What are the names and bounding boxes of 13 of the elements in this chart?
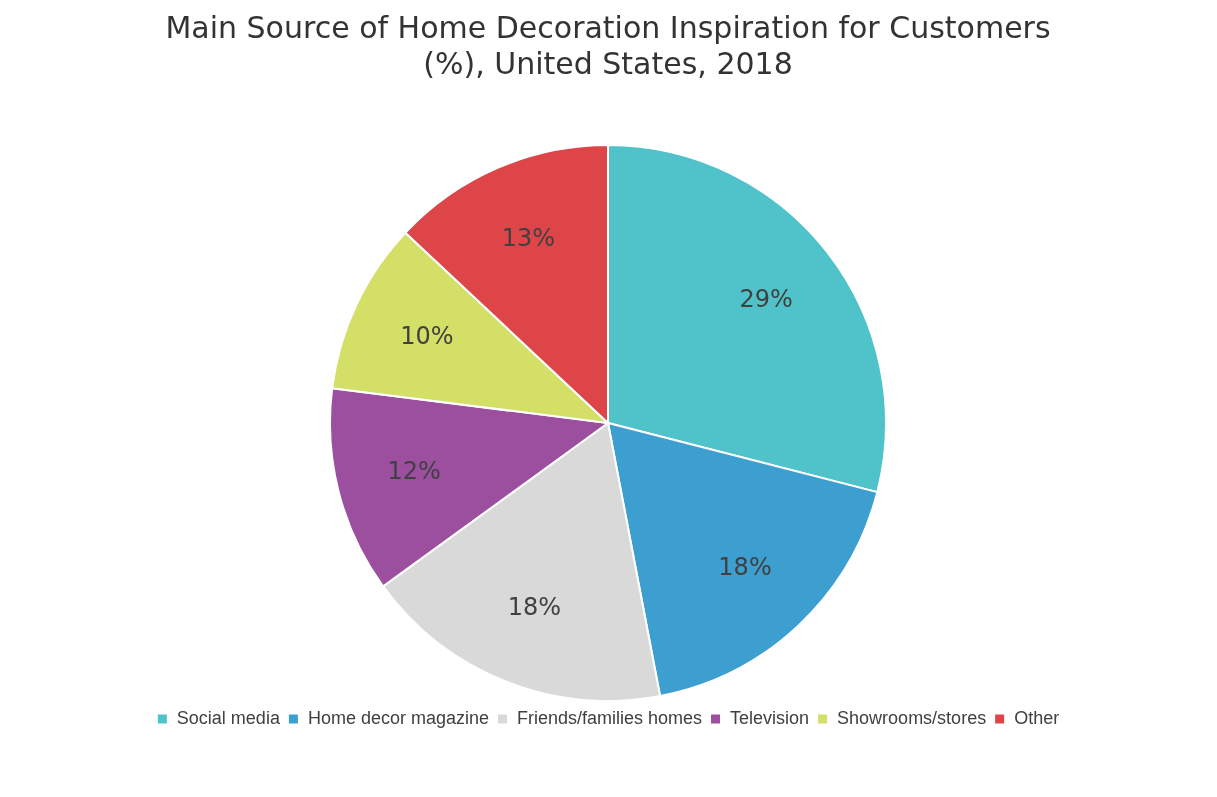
data-label: 13% <box>501 223 556 252</box>
legend-label: Friends/families homes <box>516 707 703 728</box>
data-label: 12% <box>387 457 441 486</box>
legend-label: Social media <box>176 707 281 728</box>
legend-label: Showrooms/stores <box>837 707 987 728</box>
data-label: 29% <box>739 284 793 313</box>
chart-title: Main Source of Home Decoration Inspiration for Customers (%), United States, 2018 <box>165 9 1051 81</box>
legend-label: Television <box>730 707 810 728</box>
data-label: 10% <box>400 322 454 351</box>
legend-label: Home decor magazine <box>307 707 489 728</box>
data-label: 18% <box>718 553 772 582</box>
data-label: 18% <box>507 593 561 622</box>
legend-label: Other <box>1014 707 1060 728</box>
